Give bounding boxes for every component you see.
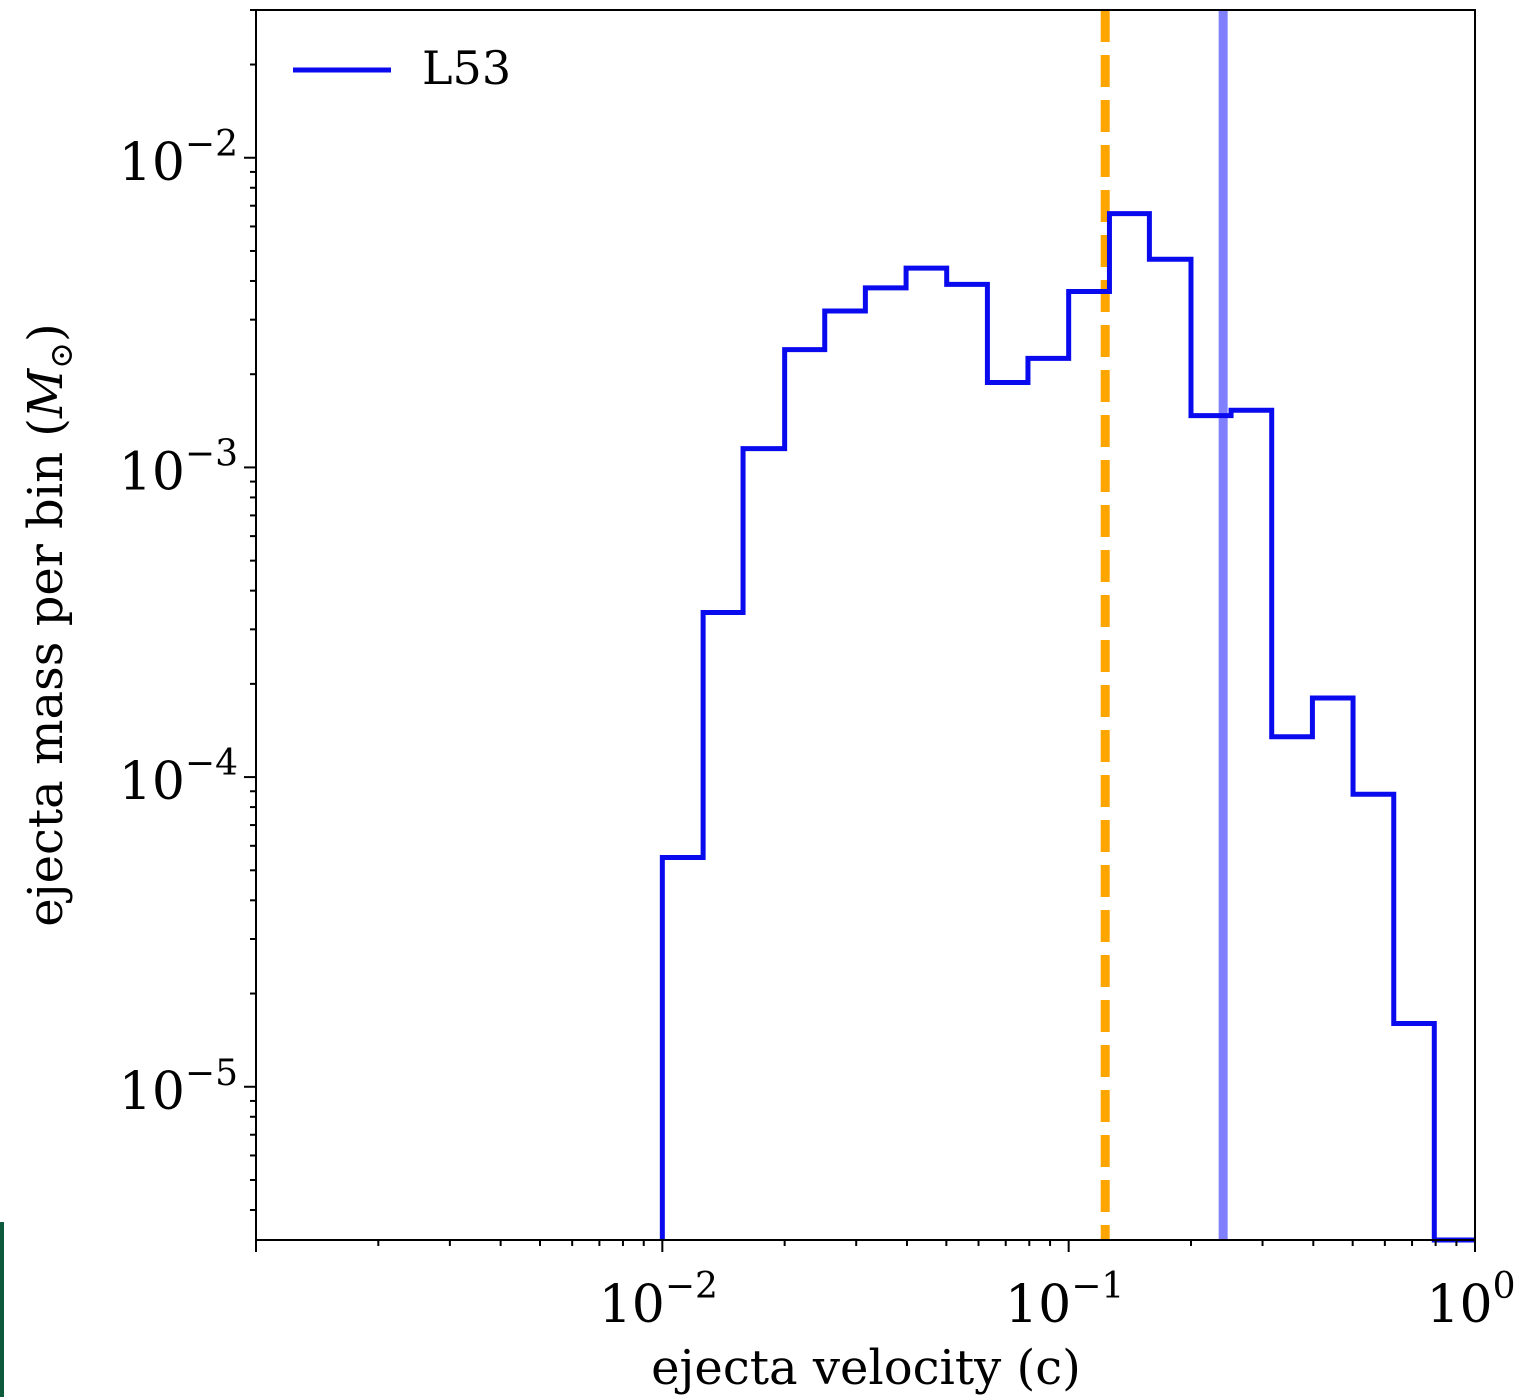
series-line-l53 <box>659 211 1475 1243</box>
y-tick-label: 10−3 <box>119 433 238 502</box>
x-tick-label-base: 10 <box>1426 1275 1492 1335</box>
y-axis-title-main: ejecta mass per bin ( <box>18 418 74 927</box>
y-tick-label-exp: −2 <box>185 124 238 165</box>
y-axis-title-symbol: M <box>18 367 74 419</box>
y-axis-title-suffix: ) <box>18 323 74 342</box>
y-tick-label-base: 10 <box>119 442 185 502</box>
x-tick-label: 10−1 <box>1005 1266 1124 1335</box>
x-tick-label-base: 10 <box>599 1275 665 1335</box>
y-tick-label-base: 10 <box>119 752 185 812</box>
x-tick-label-exp: 0 <box>1493 1266 1516 1307</box>
x-tick-label-base: 10 <box>1005 1275 1071 1335</box>
plot-area <box>659 10 1475 1243</box>
legend-label-l53: L53 <box>422 41 511 95</box>
y-tick-label-exp: −4 <box>185 743 238 784</box>
y-tick-label-base: 10 <box>119 1062 185 1122</box>
x-tick-label: 10−2 <box>599 1266 718 1335</box>
y-tick-label-exp: −5 <box>185 1053 238 1094</box>
y-tick-label: 10−2 <box>119 124 238 193</box>
y-tick-label: 10−4 <box>119 743 238 812</box>
x-axis-title: ejecta velocity (c) <box>651 1340 1081 1396</box>
y-tick-label: 10−5 <box>119 1053 238 1122</box>
x-tick-label-exp: −1 <box>1071 1266 1124 1307</box>
y-tick-label-exp: −3 <box>185 433 238 474</box>
left-edge-bar <box>0 1222 4 1397</box>
plot-frame <box>255 9 1476 1241</box>
x-tick-label: 100 <box>1426 1266 1515 1335</box>
legend: L53 <box>293 41 511 95</box>
y-axis-title: ejecta mass per bin (M⊙) <box>18 323 80 926</box>
y-axis-title-subscript: ⊙ <box>42 342 80 369</box>
x-tick-label-exp: −2 <box>665 1266 718 1307</box>
y-tick-label-base: 10 <box>119 133 185 193</box>
